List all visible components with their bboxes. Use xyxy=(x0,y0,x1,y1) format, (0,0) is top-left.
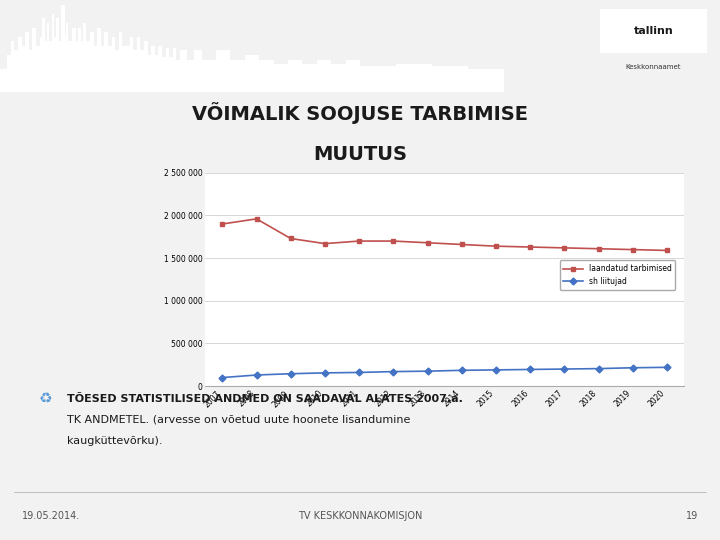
Text: MUUTUS: MUUTUS xyxy=(313,145,407,164)
sh liitujad xyxy=(320,370,329,376)
sh liitujad xyxy=(492,367,500,373)
Text: VÕIMALIK SOOJUSE TARBIMISE: VÕIMALIK SOOJUSE TARBIMISE xyxy=(192,102,528,124)
laandatud tarbimised xyxy=(457,241,466,248)
laandatud tarbimised xyxy=(629,246,637,253)
sh liitujad xyxy=(287,370,295,377)
Text: TK ANDMETEL. (arvesse on võetud uute hoonete lisandumine: TK ANDMETEL. (arvesse on võetud uute hoo… xyxy=(67,415,410,425)
sh liitujad xyxy=(389,368,397,375)
FancyBboxPatch shape xyxy=(600,9,707,53)
sh liitujad xyxy=(423,368,432,374)
sh liitujad xyxy=(457,367,466,374)
laandatud tarbimised xyxy=(526,244,534,250)
Text: TÕESED STATISTILISED ANDMED ON SAADAVAL ALATES 2007.a.: TÕESED STATISTILISED ANDMED ON SAADAVAL … xyxy=(67,394,462,404)
Text: 19.05.2014.: 19.05.2014. xyxy=(22,511,80,521)
Line: laandatud tarbimised: laandatud tarbimised xyxy=(220,217,670,253)
sh liitujad xyxy=(594,366,603,372)
laandatud tarbimised xyxy=(218,221,227,227)
Polygon shape xyxy=(0,5,504,92)
sh liitujad xyxy=(662,364,671,370)
laandatud tarbimised xyxy=(287,235,295,242)
sh liitujad xyxy=(526,366,534,373)
laandatud tarbimised xyxy=(662,247,671,254)
sh liitujad xyxy=(355,369,364,376)
sh liitujad xyxy=(218,374,227,381)
laandatud tarbimised xyxy=(594,246,603,252)
sh liitujad xyxy=(560,366,569,372)
laandatud tarbimised xyxy=(355,238,364,244)
laandatud tarbimised xyxy=(389,238,397,244)
sh liitujad xyxy=(629,364,637,371)
Text: tallinn: tallinn xyxy=(634,26,673,36)
Legend: laandatud tarbimised, sh liitujad: laandatud tarbimised, sh liitujad xyxy=(559,260,675,290)
laandatud tarbimised xyxy=(252,215,261,222)
laandatud tarbimised xyxy=(423,240,432,246)
Text: 19: 19 xyxy=(686,511,698,521)
Text: TV KESKKONNAKOMISJON: TV KESKKONNAKOMISJON xyxy=(298,511,422,521)
laandatud tarbimised xyxy=(560,245,569,251)
laandatud tarbimised xyxy=(320,240,329,247)
laandatud tarbimised xyxy=(492,243,500,249)
Text: kaugküttevõrku).: kaugküttevõrku). xyxy=(67,436,162,446)
Text: ♻: ♻ xyxy=(39,392,53,406)
sh liitujad xyxy=(252,372,261,378)
Line: sh liitujad: sh liitujad xyxy=(220,365,670,380)
Text: Keskkonnaamet: Keskkonnaamet xyxy=(626,64,681,70)
